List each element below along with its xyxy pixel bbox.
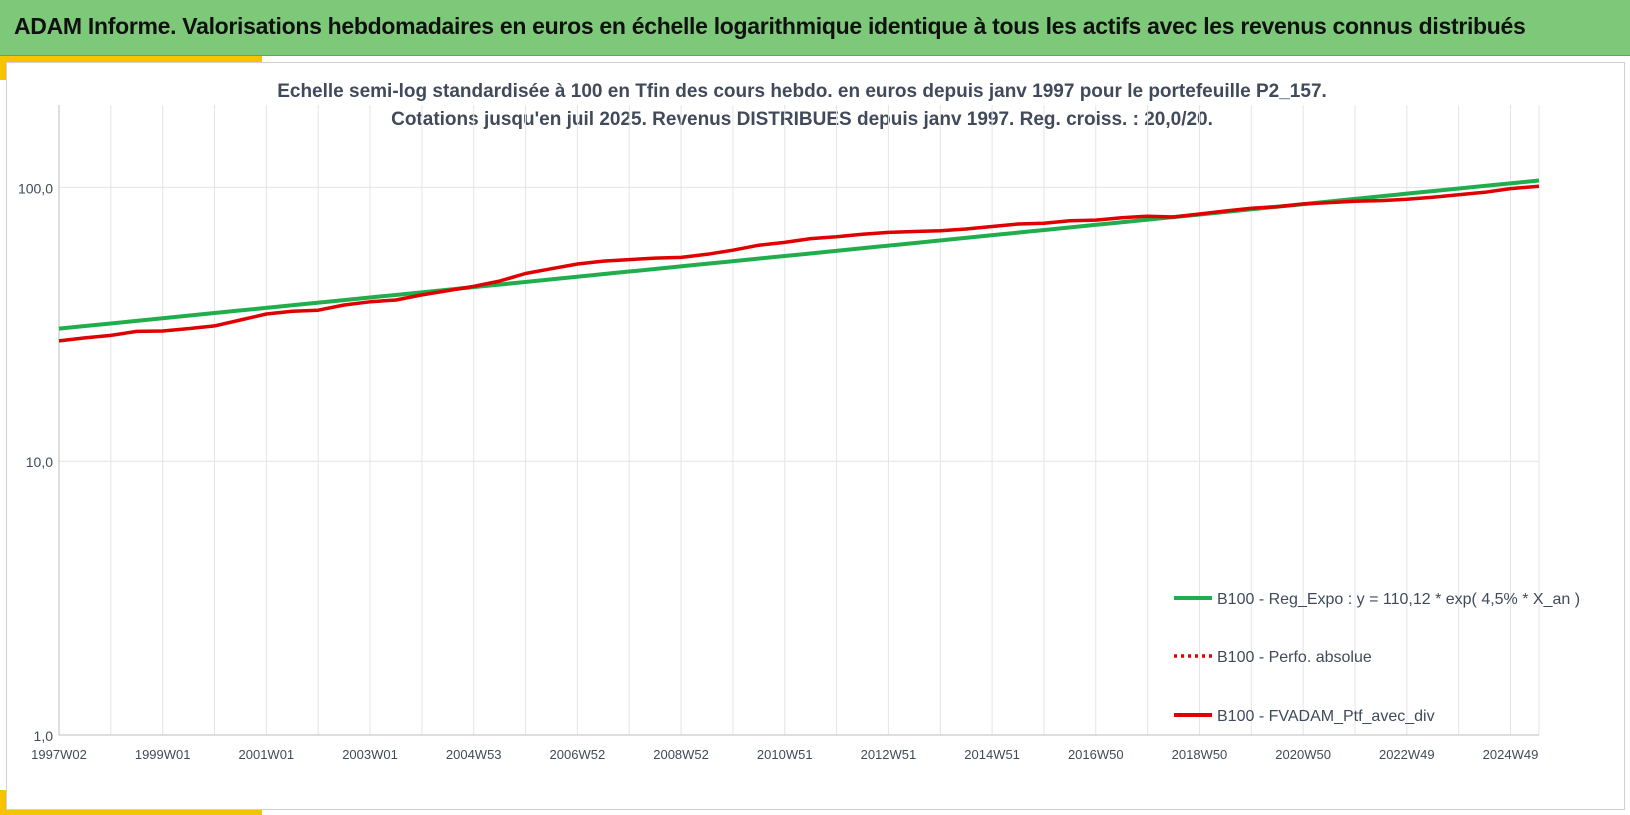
x-tick-label: 2018W50 [1172,747,1228,762]
x-tick-label: 2001W01 [239,747,295,762]
chart-frame: Echelle semi-log standardisée à 100 en T… [6,62,1625,810]
line-chart: Echelle semi-log standardisée à 100 en T… [18,81,1580,762]
x-tick-label: 2016W50 [1068,747,1124,762]
accent-left-top [0,56,6,80]
accent-left-bottom [0,790,6,815]
x-tick-label: 1999W01 [135,747,191,762]
series-line-portfolio [58,184,1540,343]
x-tick-label: 1997W02 [31,747,87,762]
y-tick-label: 100,0 [18,180,53,196]
y-tick-label: 10,0 [26,454,53,470]
legend: B100 - Reg_Expo : y = 110,12 * exp( 4,5%… [1174,591,1580,725]
x-tick-label: 2012W51 [861,747,917,762]
accent-top-left [0,56,262,62]
series-lines [58,178,1540,343]
x-tick-label: 2014W51 [964,747,1020,762]
x-tick-label: 2022W49 [1379,747,1435,762]
x-tick-label: 2004W53 [446,747,502,762]
legend-label: B100 - FVADAM_Ptf_avec_div [1217,708,1435,725]
chart-title-line1: Echelle semi-log standardisée à 100 en T… [277,81,1327,102]
y-tick-label: 1,0 [34,728,54,744]
x-tick-label: 2006W52 [550,747,606,762]
accent-bottom-left [0,808,262,815]
legend-label: B100 - Reg_Expo : y = 110,12 * exp( 4,5%… [1217,591,1580,608]
x-tick-label: 2020W50 [1275,747,1331,762]
page-title: ADAM Informe. Valorisations hebdomadaire… [14,13,1526,39]
x-tick-label: 2003W01 [342,747,398,762]
x-tick-label: 2010W51 [757,747,813,762]
x-tick-label: 2008W52 [653,747,709,762]
grid [58,105,1540,736]
header-bar: ADAM Informe. Valorisations hebdomadaire… [0,0,1630,56]
legend-label: B100 - Perfo. absolue [1217,649,1372,666]
chart-title-line2: Cotations jusqu'en juil 2025. Revenus DI… [391,109,1213,130]
axes: 1,0 10,0 100,0 1997W02 1999W01 2001W01 2003W01… [18,105,1539,762]
x-tick-label: 2024W49 [1483,747,1539,762]
